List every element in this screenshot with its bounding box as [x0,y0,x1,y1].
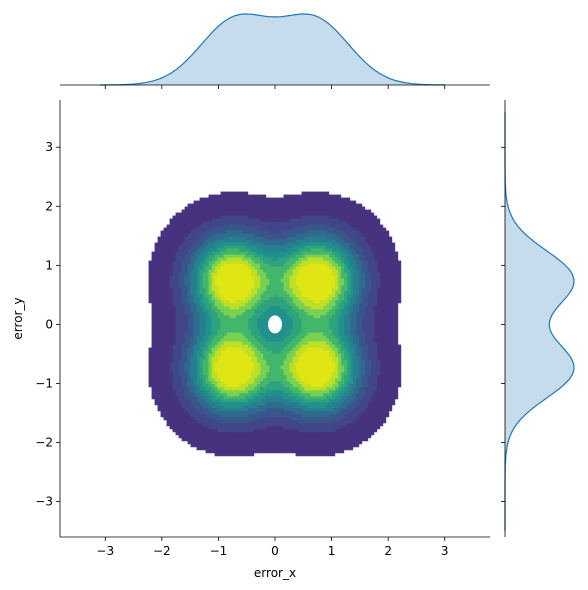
x-tick-label: −3 [96,544,114,558]
marginal-y-fill [505,111,574,532]
x-ticks: −3 −2 −1 0 1 2 3 [96,537,449,558]
x-tick-label: −2 [153,544,171,558]
y-tick-label: 2 [45,199,53,213]
marginal-x-fill [99,14,445,85]
joint-kde-contours [148,191,402,457]
y-tick-label: −3 [35,495,53,509]
central-hole [268,315,282,334]
marginal-y-kde [504,100,575,537]
y-axis-label: error_y [11,297,25,339]
x-tick-label: 1 [328,544,336,558]
marginal-ticks [104,85,505,502]
y-tick-label: 1 [45,258,53,272]
y-tick-label: 0 [45,317,53,331]
x-axis-label: error_x [254,566,296,580]
contour-level-11 [214,263,336,388]
marginal-x-line [99,13,445,86]
x-tick-label: −1 [210,544,228,558]
y-ticks: −3 −2 −1 0 1 2 3 [35,140,60,509]
contour-level-1 [148,191,402,457]
x-tick-label: 3 [441,544,449,558]
y-tick-label: −2 [35,436,53,450]
y-tick-label: −1 [35,376,53,390]
x-tick-label: 2 [384,544,392,558]
y-tick-label: 3 [45,140,53,154]
x-tick-label: 0 [271,544,279,558]
